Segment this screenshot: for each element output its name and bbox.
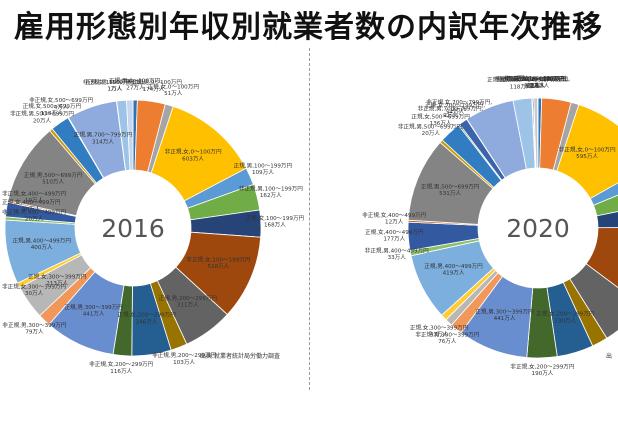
slice-label: 非正規,男,700～799万円, 9万人 (418, 104, 484, 119)
slice-label: 非正規,男,500～699万円, 20万人 (398, 123, 464, 138)
slice-label: 正規,女,1500万円以上, 1万人 (85, 78, 144, 93)
slice-label: 非正規,男,300～399万円 76万人 (415, 331, 479, 346)
slice-label: 正規,男,0～100万円, 23万人 (513, 75, 566, 90)
slice-label: 正規,女,400～499万円 177万人 (365, 228, 424, 243)
slice-label: 正規,男,400～499万円 419万人 (424, 262, 483, 277)
slice-label: 非正規,男,400～499万円 33万人 (365, 247, 429, 262)
slice-label: 正規,男,200～299万円 311万人 (159, 294, 218, 309)
slice-label: 正規,女,700～799万円, 54万人 (425, 101, 485, 116)
slice-label: 非正規,男,1500万円以上, 24万人 (503, 75, 568, 90)
slice-label: 非正規,女,0～100万円 595万人 (559, 145, 616, 160)
slice-label: 正規,女,500～699万円 136万人 (411, 113, 470, 128)
slice-label: 非正規,女,200～299万円 116万人 (89, 360, 153, 375)
slice-label: 非正規,男,200～299万円 103万人 (152, 351, 216, 366)
slice-label: 正規,男,0～100万円, 27万人 (109, 77, 162, 92)
slice-label: 正規,女,100～199万円 168万人 (246, 214, 305, 229)
slice-label: 正規,女,1000～1499万円, 8万人 (499, 75, 567, 90)
page-title: 雇用形態別年収別就業者数の内訳年次推移 (14, 10, 603, 45)
source-note: 出 (606, 352, 612, 360)
slice-label: 正規,女,500～699万円 118万人 (23, 102, 82, 117)
slice-label: 非正規,女,200～299万円 190万人 (510, 363, 574, 378)
slice-label: 非正規,男,300～399万円 79万人 (2, 321, 66, 336)
slice-label: 非正規,男,0～100万円 174万人 (125, 78, 182, 93)
source-note: 出典:就業者統計局労働力調査 (200, 352, 280, 360)
slice-label: 正規,女,200～299万円 230万人 (536, 310, 595, 325)
slice-label: 非正規,女,100～199万円 528万人 (186, 256, 250, 271)
slice-label: 正規,女,200～299万円 246万人 (117, 311, 176, 326)
slice-label: 非正規,女,500～699万円 4万人 (29, 96, 93, 111)
center-year-label: 2020 (506, 214, 570, 243)
slice-label: 正規,男,400～499万円 400万人 (12, 236, 71, 251)
slice-label: 正規,男,300～399万円 441万人 (64, 303, 123, 318)
slice-label: 正規,女,300～399万円 213万人 (28, 273, 87, 288)
slice-label: 正規,男,300～399万円 441万人 (475, 308, 534, 323)
slice-label: 正規,男,700～799万円 314万人 (74, 131, 133, 146)
slice-label: 正規,男,500～699万円 510万人 (24, 171, 83, 186)
slice-label: 正規,女,300～399万円 47万人 (410, 323, 469, 338)
slice-label: 非正規,女,1500万円以上, 2万人 (506, 75, 571, 90)
slice-label: 非正規,女,0～100万円 603万人 (165, 148, 222, 163)
slice-label: 非正規,女,400～499万円 10万人 (2, 189, 66, 204)
slice-label: 正規,男,500～699万円 531万人 (421, 183, 480, 198)
donut-slice (556, 104, 618, 200)
slice-label: 非正規,女,1000～1499万円, 1万人 (497, 75, 570, 90)
slice-label: 非正規,女,300～399万円 30万人 (2, 282, 66, 297)
slice-label: 非正規,男,1000～1499万円, 3万人 (495, 75, 568, 90)
slice-label: 非正規,男,500～699万円 20万人 (10, 110, 74, 125)
center-year-label: 2016 (101, 214, 165, 243)
slice-label: 非正規,男,1500万円以上, 1万人 (83, 78, 148, 93)
slice-label: 非正規,男,400～499万円 20万人 (2, 208, 66, 223)
slice-label: 正規,男,100～199万円 109万人 (234, 161, 293, 176)
chart-divider (309, 48, 310, 390)
donut-slice (126, 99, 134, 171)
slice-label: 非正規,男,100～199万円 162万人 (239, 184, 303, 199)
slice-label: 正規,男,1000～1499万円, 118万人 (487, 76, 555, 91)
slice-label: 非正規,女,700～799万円, 2万人 (426, 98, 492, 113)
slice-label: 正規,女,400～499万円 90万人 (2, 198, 61, 213)
donut-slice (585, 227, 618, 289)
slice-label: 非正規,女,400～499万円 12万人 (362, 211, 426, 226)
slice-label: 正規,女,0～100万円 51万人 (148, 83, 200, 98)
